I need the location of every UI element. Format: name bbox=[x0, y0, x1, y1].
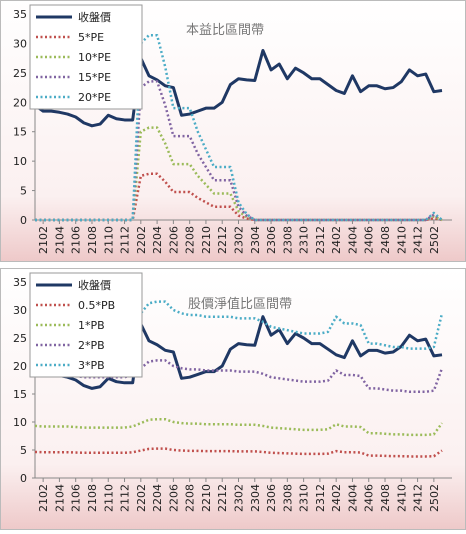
x-tick-label: 2406 bbox=[363, 226, 376, 254]
series-line bbox=[34, 315, 443, 390]
y-tick-label: 35 bbox=[13, 276, 27, 289]
x-tick-label: 2408 bbox=[379, 226, 392, 254]
x-tick-label: 2502 bbox=[428, 226, 441, 254]
y-tick-label: 30 bbox=[13, 304, 27, 317]
x-tick-label: 2210 bbox=[200, 484, 213, 512]
x-tick-label: 2104 bbox=[53, 226, 66, 254]
y-tick-label: 0 bbox=[20, 214, 27, 227]
y-tick-label: 25 bbox=[13, 332, 27, 345]
y-tick-label: 20 bbox=[13, 360, 27, 373]
x-tick-label: 2302 bbox=[233, 226, 246, 254]
y-tick-label: 25 bbox=[13, 67, 27, 80]
x-tick-label: 2304 bbox=[249, 226, 262, 254]
x-tick-label: 2312 bbox=[314, 484, 327, 512]
x-tick-label: 2108 bbox=[86, 226, 99, 254]
x-tick-label: 2202 bbox=[135, 484, 148, 512]
y-tick-label: 5 bbox=[20, 444, 27, 457]
x-tick-label: 2412 bbox=[412, 226, 425, 254]
x-tick-label: 2412 bbox=[412, 484, 425, 512]
x-tick-label: 2204 bbox=[151, 226, 164, 254]
y-tick-label: 10 bbox=[13, 155, 27, 168]
x-tick-label: 2306 bbox=[265, 484, 278, 512]
x-tick-label: 2108 bbox=[86, 484, 99, 512]
legend-label: 15*PE bbox=[78, 71, 111, 84]
x-tick-label: 2310 bbox=[298, 226, 311, 254]
y-tick-label: 20 bbox=[13, 96, 27, 109]
x-tick-label: 2312 bbox=[314, 226, 327, 254]
x-tick-label: 2310 bbox=[298, 484, 311, 512]
legend-label: 10*PE bbox=[78, 51, 111, 64]
series-line bbox=[35, 33, 443, 222]
y-tick-label: 10 bbox=[13, 416, 27, 429]
x-tick-label: 2110 bbox=[102, 484, 115, 512]
legend-box bbox=[29, 4, 143, 110]
x-tick-label: 2502 bbox=[428, 484, 441, 512]
x-tick-label: 2208 bbox=[184, 484, 197, 512]
x-tick-label: 2106 bbox=[70, 484, 83, 512]
x-tick-label: 2106 bbox=[70, 226, 83, 254]
y-tick-label: 0 bbox=[20, 472, 27, 485]
x-tick-label: 2406 bbox=[363, 484, 376, 512]
x-tick-label: 2206 bbox=[167, 484, 180, 512]
x-tick-label: 2110 bbox=[102, 226, 115, 254]
y-tick-label: 15 bbox=[13, 388, 27, 401]
x-tick-label: 2304 bbox=[249, 484, 262, 512]
y-tick-label: 35 bbox=[13, 8, 27, 21]
x-tick-label: 2206 bbox=[167, 226, 180, 254]
series-line bbox=[34, 447, 443, 458]
legend-label: 2*PB bbox=[78, 339, 105, 352]
x-tick-label: 2308 bbox=[281, 484, 294, 512]
legend-label: 1*PB bbox=[78, 319, 105, 332]
legend-label: 0.5*PB bbox=[78, 299, 115, 312]
legend-box bbox=[29, 272, 143, 378]
legend-label: 5*PE bbox=[78, 31, 104, 44]
x-tick-label: 2410 bbox=[395, 226, 408, 254]
legend-label: 20*PE bbox=[78, 91, 111, 104]
legend-label: 收盤價 bbox=[78, 278, 111, 292]
x-tick-label: 2306 bbox=[265, 226, 278, 254]
x-tick-label: 2404 bbox=[346, 484, 359, 512]
x-tick-label: 2410 bbox=[395, 484, 408, 512]
x-tick-label: 2404 bbox=[346, 226, 359, 254]
chart-title: 本益比區間帶 bbox=[186, 23, 264, 38]
x-tick-label: 2210 bbox=[200, 226, 213, 254]
x-tick-label: 2208 bbox=[184, 226, 197, 254]
x-tick-label: 2102 bbox=[37, 226, 50, 254]
x-tick-label: 2202 bbox=[135, 226, 148, 254]
series-line bbox=[34, 48, 443, 128]
x-tick-label: 2104 bbox=[53, 484, 66, 512]
y-tick-label: 5 bbox=[20, 185, 27, 198]
x-tick-label: 2204 bbox=[151, 484, 164, 512]
x-tick-label: 2102 bbox=[37, 484, 50, 512]
x-tick-label: 2402 bbox=[330, 226, 343, 254]
legend-label: 3*PB bbox=[78, 359, 105, 372]
y-tick-label: 30 bbox=[13, 37, 27, 50]
x-tick-label: 2408 bbox=[379, 484, 392, 512]
chart-title: 股價淨值比區間帶 bbox=[188, 296, 292, 312]
series-line bbox=[34, 417, 444, 437]
x-tick-label: 2402 bbox=[330, 484, 343, 512]
x-tick-label: 2112 bbox=[119, 484, 132, 512]
x-tick-label: 2308 bbox=[281, 226, 294, 254]
y-tick-label: 15 bbox=[13, 126, 27, 139]
x-tick-label: 2112 bbox=[119, 226, 132, 254]
legend-label: 收盤價 bbox=[78, 10, 111, 24]
x-tick-label: 2212 bbox=[216, 226, 229, 254]
x-tick-label: 2212 bbox=[216, 484, 229, 512]
x-tick-label: 2302 bbox=[233, 484, 246, 512]
